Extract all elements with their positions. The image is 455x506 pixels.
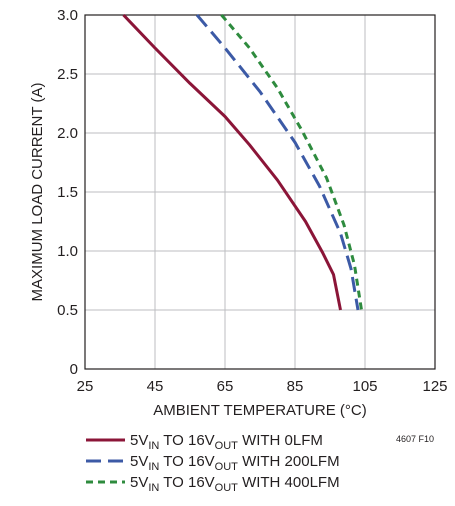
series-line-0: [122, 13, 342, 311]
x-tick-label: 125: [422, 378, 447, 395]
y-tick-label: 1.5: [57, 184, 78, 201]
series-lines: [122, 13, 363, 311]
x-tick-label: 65: [217, 378, 234, 395]
y-tick-label: 3.0: [57, 7, 78, 24]
y-tick-label: 0.5: [57, 302, 78, 319]
legend-entry-0: 5VIN TO 16VOUT WITH 0LFM: [130, 432, 323, 452]
grid-lines: [84, 14, 436, 370]
x-tick-labels: 25 45 65 85 105 125: [77, 378, 448, 395]
series-line-1: [195, 14, 360, 311]
legend-entry-1: 5VIN TO 16VOUT WITH 200LFM: [130, 453, 340, 473]
y-axis-label: MAXIMUM LOAD CURRENT (A): [29, 83, 46, 302]
y-tick-label: 2.5: [57, 66, 78, 83]
series-line-2: [220, 14, 363, 311]
figure-code: 4607 F10: [396, 434, 434, 444]
x-tick-label: 45: [147, 378, 164, 395]
x-tick-label: 85: [287, 378, 304, 395]
x-tick-label: 105: [352, 378, 377, 395]
plot-frame: [84, 14, 436, 370]
y-tick-label: 1.0: [57, 243, 78, 260]
y-tick-label: 2.0: [57, 125, 78, 142]
x-tick-label: 25: [77, 378, 94, 395]
y-tick-labels: 0 0.5 1.0 1.5 2.0 2.5 3.0: [57, 7, 78, 378]
legend-entry-2: 5VIN TO 16VOUT WITH 400LFM: [130, 474, 340, 494]
y-tick-label: 0: [70, 361, 78, 378]
x-axis-label: AMBIENT TEMPERATURE (°C): [153, 402, 367, 419]
